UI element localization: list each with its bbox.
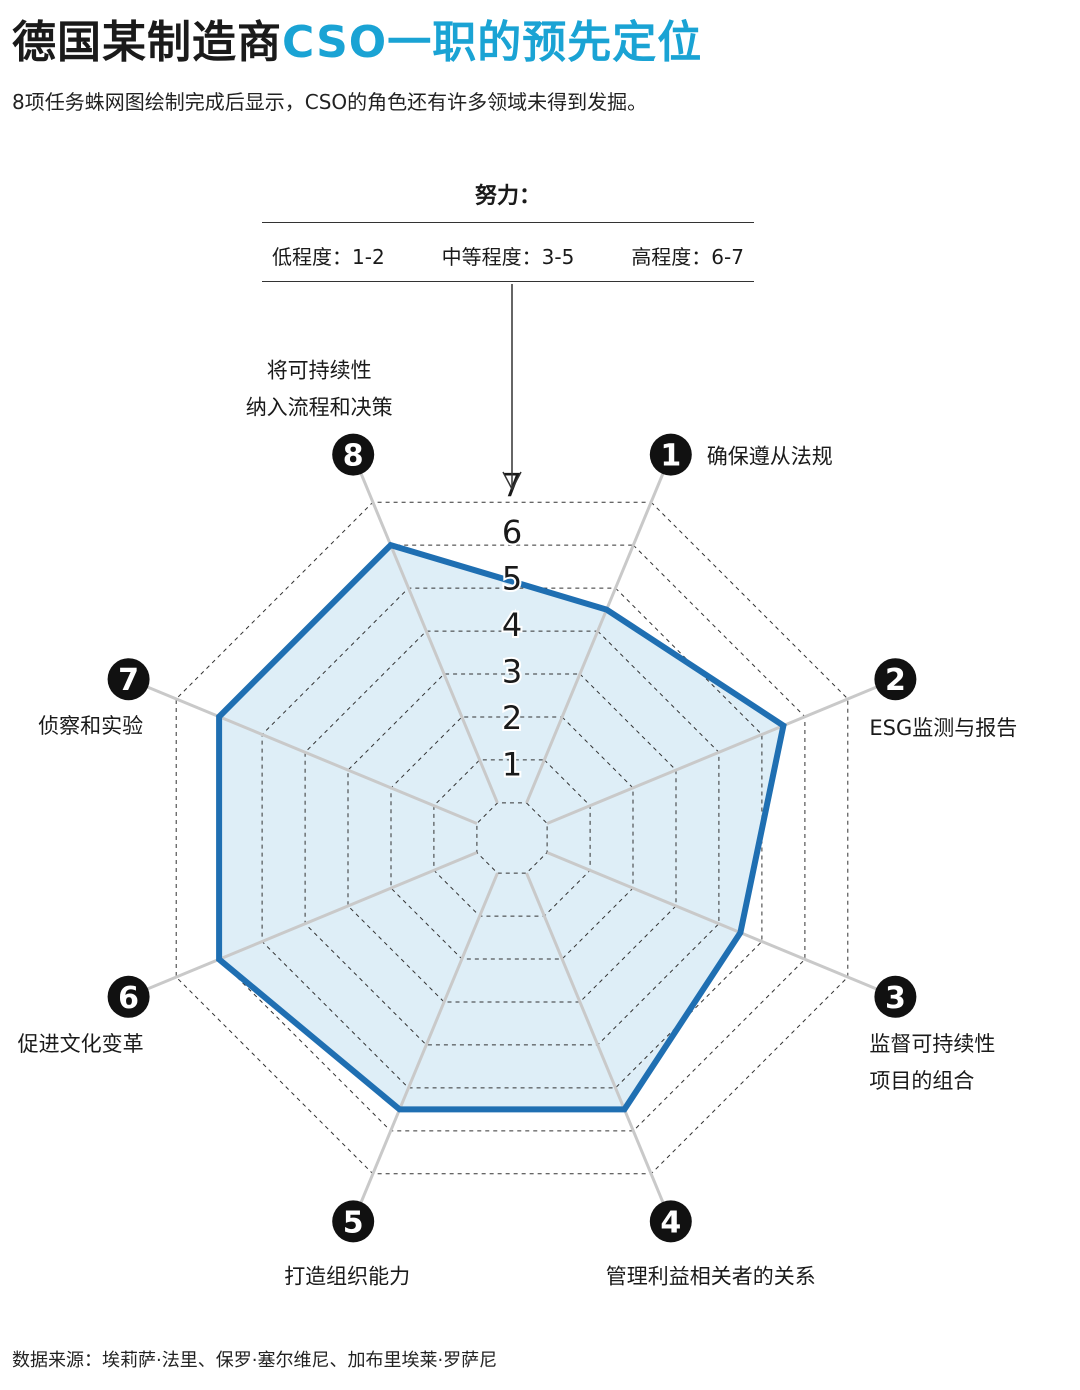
marker-badge-6 xyxy=(107,975,150,1018)
axis-spoke xyxy=(146,685,478,825)
title-main: 德国某制造商 xyxy=(12,17,282,68)
marker-badge-4 xyxy=(649,1200,692,1243)
axis-spoke xyxy=(546,685,878,825)
data-series-line xyxy=(216,541,787,1113)
marker-badge-7 xyxy=(107,658,150,701)
marker-badge-8 xyxy=(332,433,375,476)
legend-medium: 中等程度：3-5 xyxy=(441,245,575,269)
data-area-fill xyxy=(219,545,784,1110)
marker-number-1: 1 xyxy=(660,439,681,474)
tick-label: 5 xyxy=(502,560,522,598)
axis-label-4: 管理利益相关者的关系 xyxy=(606,1264,816,1288)
legend-title: 努力： xyxy=(474,184,541,209)
marker-number-2: 2 xyxy=(885,663,906,698)
tick-label: 6 xyxy=(502,513,522,551)
legend-low: 低程度：1-2 xyxy=(272,245,385,269)
marker-badge-5 xyxy=(332,1200,375,1243)
title-accent: CSO一职的预先定位 xyxy=(282,17,703,68)
tick-label: 3 xyxy=(502,653,522,691)
tick-label: 1 xyxy=(502,746,522,784)
marker-number-8: 8 xyxy=(343,439,364,474)
tick-label: 4 xyxy=(502,606,522,644)
legend-arrow-head xyxy=(502,471,522,491)
axis-label-8: 纳入流程和决策 xyxy=(246,396,393,420)
marker-badge-3 xyxy=(874,975,917,1018)
page-title: 德国某制造商CSO一职的预先定位 xyxy=(12,6,702,70)
marker-number-4: 4 xyxy=(660,1205,681,1240)
axis-spoke xyxy=(359,472,499,804)
effort-legend: 低程度：1-2 中等程度：3-5 高程度：6-7 xyxy=(262,222,754,282)
tick-label: 2 xyxy=(502,699,522,737)
axis-label-5: 打造组织能力 xyxy=(284,1264,410,1288)
marker-number-5: 5 xyxy=(343,1205,364,1240)
axis-spoke xyxy=(525,472,665,804)
axis-label-3: 监督可持续性 xyxy=(869,1032,995,1056)
marker-number-6: 6 xyxy=(118,981,139,1016)
marker-number-7: 7 xyxy=(118,663,139,698)
marker-badge-2 xyxy=(874,658,917,701)
data-source: 数据来源：埃莉萨·法里、保罗·塞尔维尼、加布里埃莱·罗萨尼 xyxy=(12,1350,498,1371)
axis-spoke xyxy=(359,872,499,1204)
grid-ring xyxy=(347,673,677,1003)
marker-badge-1 xyxy=(649,433,692,476)
axis-label-8: 将可持续性 xyxy=(267,359,372,383)
marker-number-3: 3 xyxy=(885,981,906,1016)
axis-label-2: ESG监测与报告 xyxy=(869,716,1017,740)
axis-spoke xyxy=(146,851,478,991)
page-subtitle: 8项任务蛛网图绘制完成后显示，CSO的角色还有许多领域未得到发掘。 xyxy=(12,90,648,114)
axis-label-6: 促进文化变革 xyxy=(18,1032,144,1056)
legend-high: 高程度：6-7 xyxy=(631,245,744,269)
axis-spoke xyxy=(525,872,665,1204)
axis-label-7: 侦察和实验 xyxy=(38,714,143,738)
axis-label-1: 确保遵从法规 xyxy=(707,445,833,469)
axis-spoke xyxy=(546,851,878,991)
grid-ring xyxy=(476,802,548,874)
axis-label-3: 项目的组合 xyxy=(869,1069,974,1093)
